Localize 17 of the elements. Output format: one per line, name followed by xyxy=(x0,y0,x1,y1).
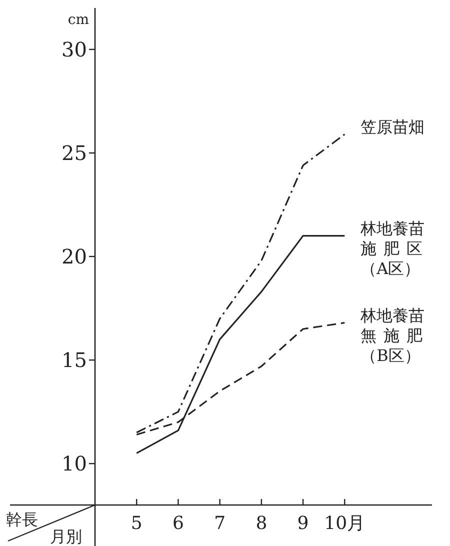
y-tick-label: 25 xyxy=(62,140,87,165)
y-tick-label: 10 xyxy=(62,452,87,476)
x-tick-label: 9 xyxy=(297,513,309,534)
series-label: 笠原苗畑 xyxy=(360,117,425,136)
y-tick-label: 30 xyxy=(62,37,87,62)
y-tick-label: 20 xyxy=(62,244,87,268)
x-tick-label: 7 xyxy=(214,513,226,534)
x-tick-label: 10月 xyxy=(324,513,366,534)
x-tick-label: 5 xyxy=(130,513,142,534)
series-label: 林地養苗施肥区（A区） xyxy=(360,218,425,278)
y-tick-label: 15 xyxy=(62,348,87,372)
x-tick-label: 8 xyxy=(256,513,268,534)
series-label: 林地養苗無施肥（B区） xyxy=(360,306,425,365)
text: cm xyxy=(68,12,89,28)
y-axis-title: 幹長 xyxy=(6,510,38,529)
x-axis-title: 月別 xyxy=(50,527,82,546)
x-tick-label: 6 xyxy=(172,513,184,534)
